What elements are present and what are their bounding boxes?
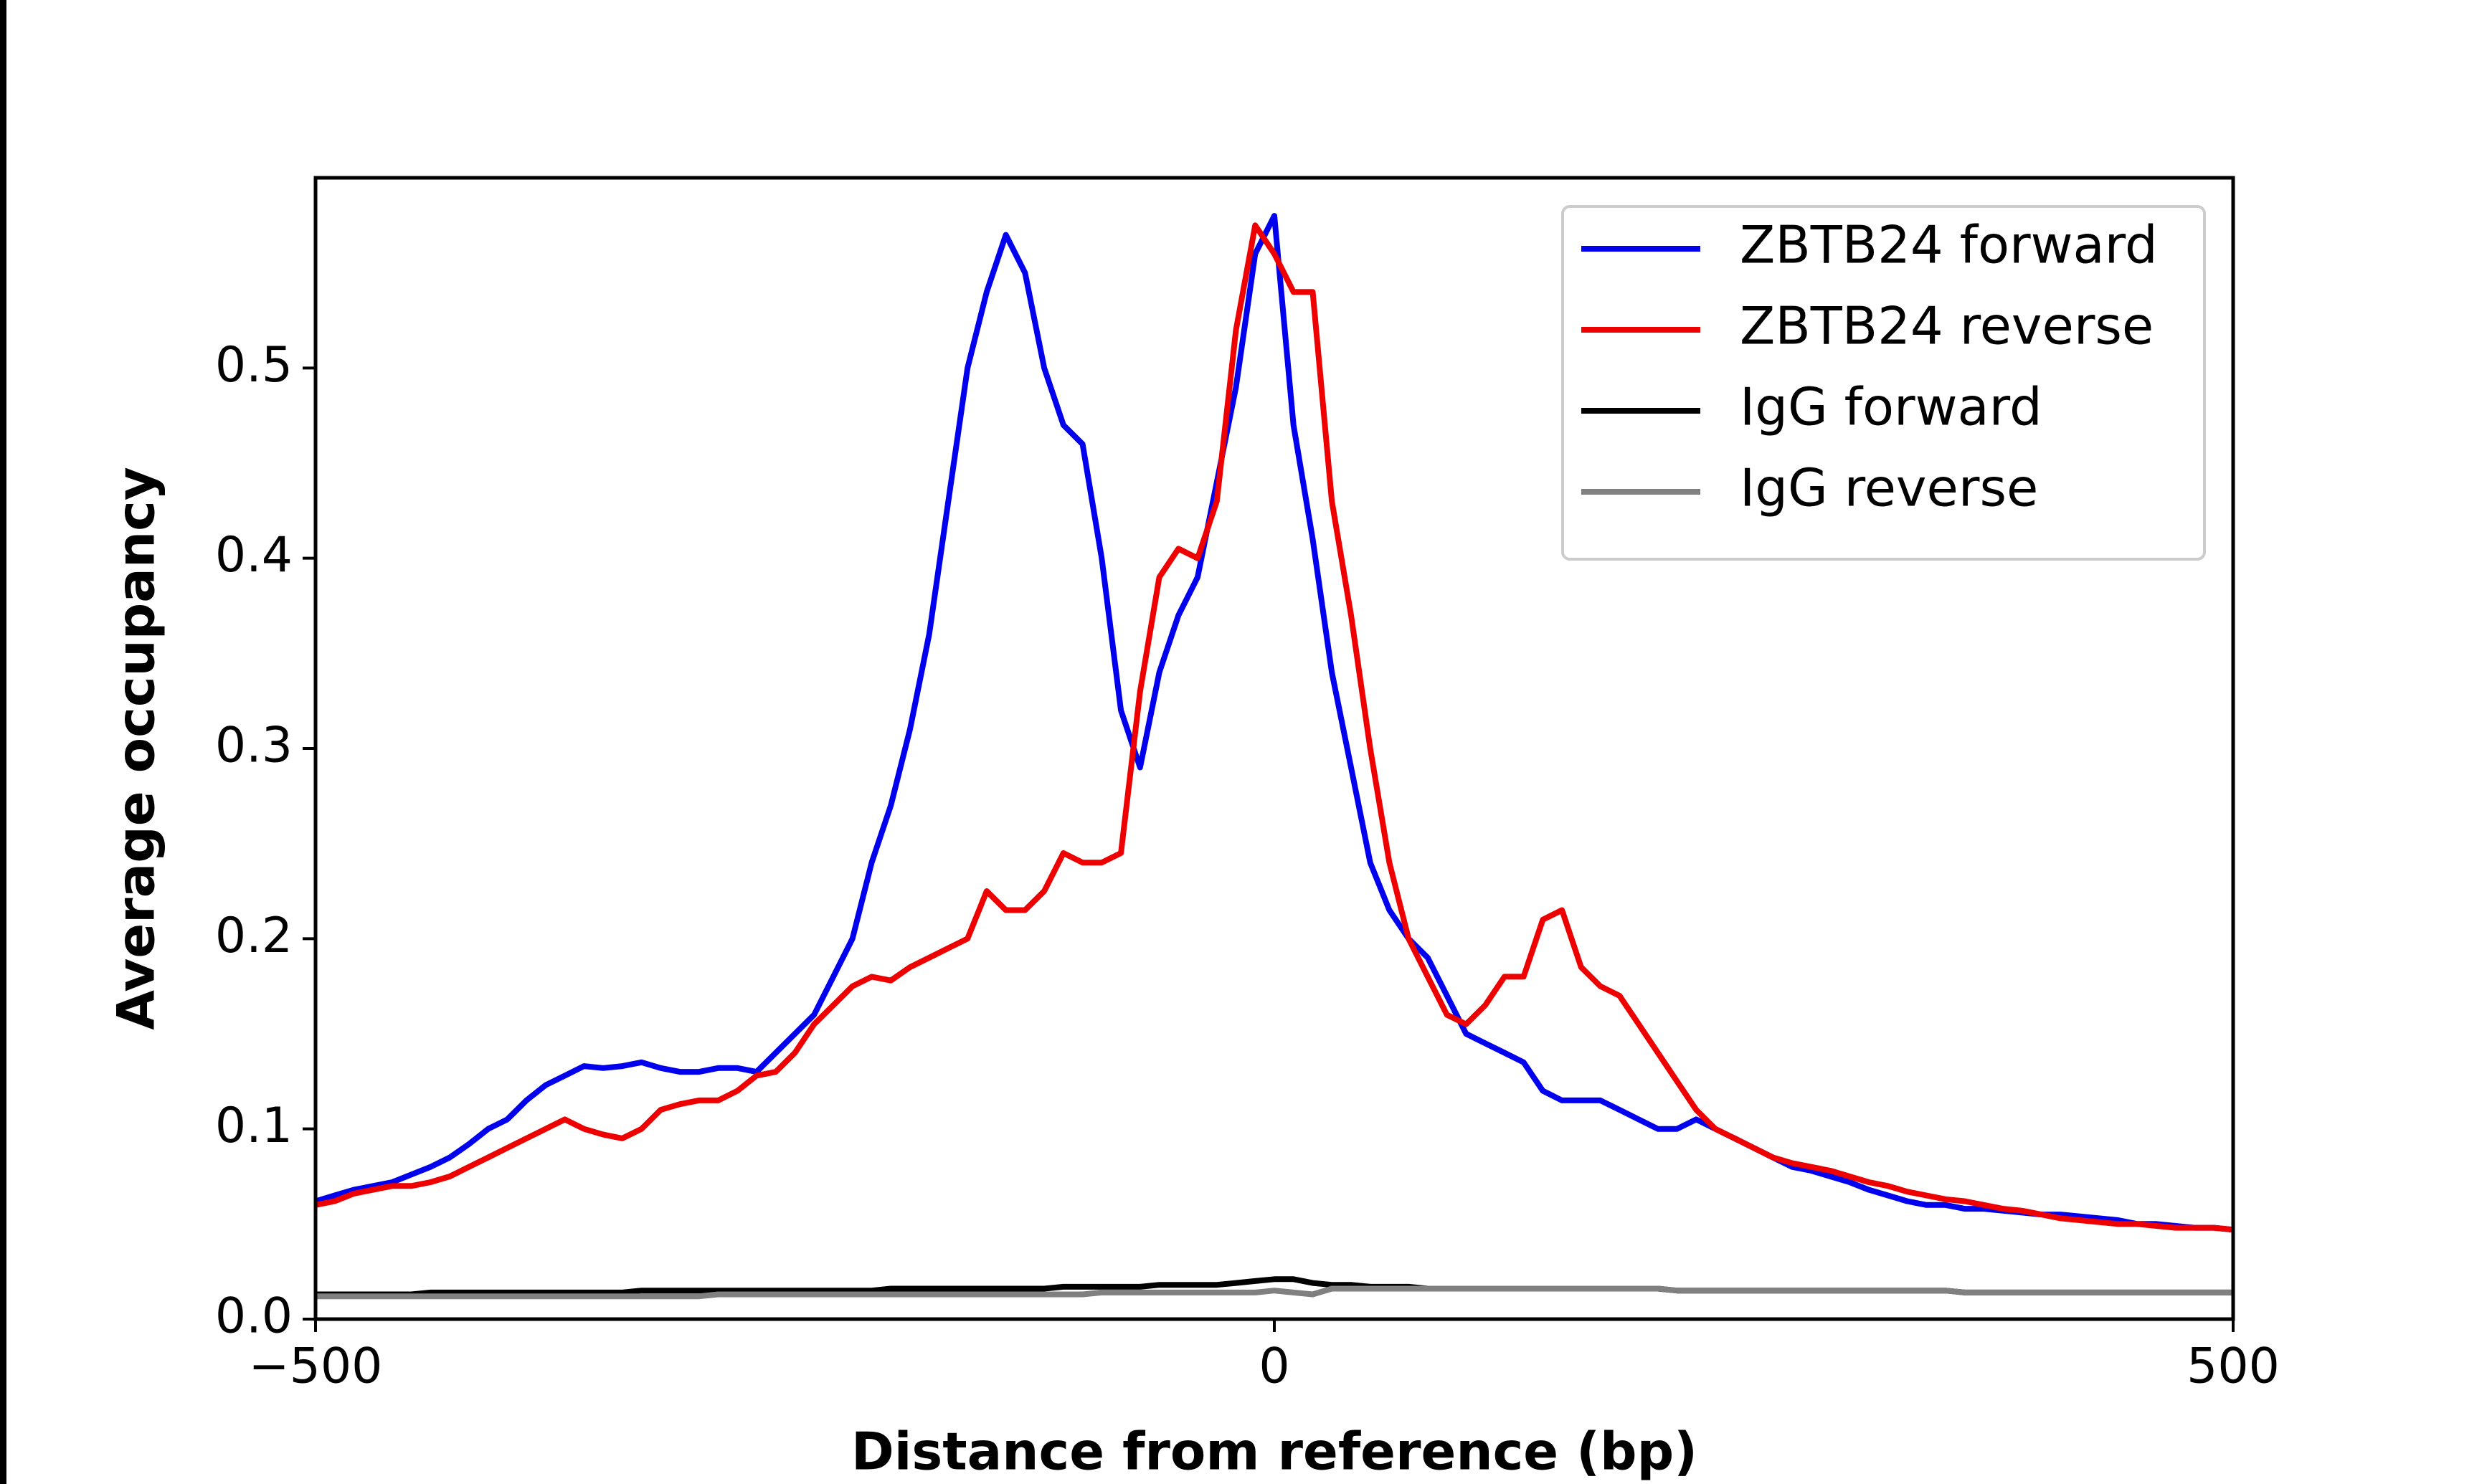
- plot-frame: [313, 176, 2235, 1321]
- x-tick-label: 0: [1259, 1338, 1289, 1395]
- y-tick-label: 0.1: [215, 1098, 293, 1154]
- series-line: [316, 222, 2233, 1233]
- y-tick-label: 0.5: [215, 337, 293, 394]
- y-tick-label: 0.0: [215, 1288, 293, 1345]
- legend-label: ZBTB24 forward: [1740, 215, 2158, 275]
- legend-label: IgG forward: [1740, 377, 2042, 437]
- y-axis-title: Average occupancy: [106, 467, 166, 1030]
- x-axis-title: Distance from reference (bp): [851, 1422, 1697, 1482]
- x-tick-label: 500: [2187, 1338, 2280, 1395]
- series-line: [316, 213, 2233, 1233]
- x-tick-label: −500: [249, 1338, 383, 1395]
- legend-label: IgG reverse: [1740, 458, 2038, 518]
- y-tick-label: 0.4: [215, 527, 293, 584]
- left-edge: [0, 0, 6, 1484]
- y-tick-label: 0.3: [215, 718, 293, 774]
- y-tick-label: 0.2: [215, 908, 293, 964]
- legend-label: ZBTB24 reverse: [1740, 296, 2154, 356]
- series-line: [316, 1285, 2233, 1300]
- legend-box: [1561, 205, 2206, 561]
